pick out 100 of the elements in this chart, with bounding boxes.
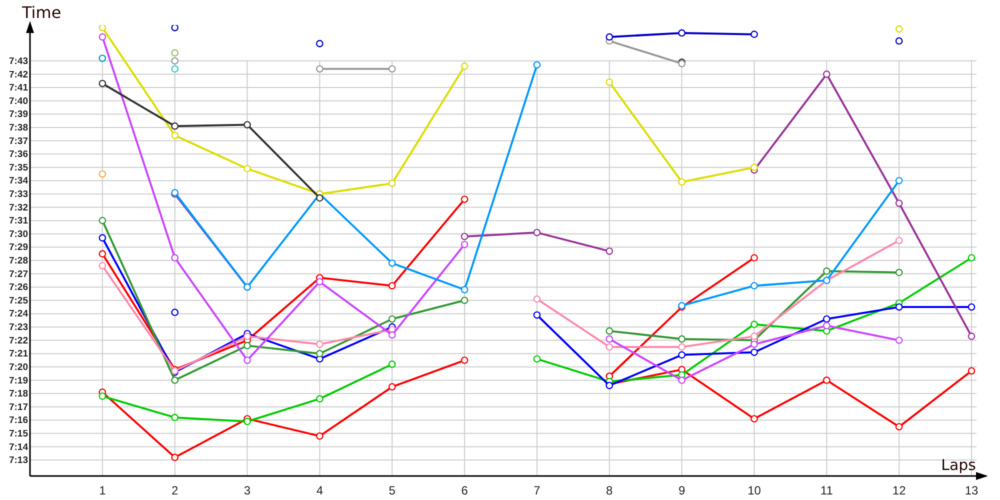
point (98, 262, 106, 270)
point (98, 234, 106, 242)
point (98, 250, 106, 258)
point (460, 356, 468, 364)
point (606, 78, 614, 86)
y-tick-label: 7:16 (8, 415, 28, 426)
y-tick-label: 7:24 (8, 308, 29, 320)
x-tick-label: 1 (99, 484, 106, 498)
point (316, 395, 324, 403)
point (171, 376, 179, 384)
x-tick-label: 11 (820, 484, 834, 498)
point (388, 360, 396, 368)
point (98, 170, 106, 178)
point (895, 268, 903, 276)
point (750, 30, 758, 38)
x-tick-label: 8 (606, 484, 614, 498)
point (895, 236, 903, 244)
y-tick-label: 7:39 (8, 109, 28, 120)
point (171, 65, 179, 73)
y-tick-label: 7:19 (8, 375, 28, 386)
y-tick-label: 7:15 (8, 428, 29, 440)
y-tick-label: 7:41 (8, 82, 29, 94)
x-tick-label: 10 (748, 484, 762, 498)
point (316, 350, 324, 358)
point (750, 254, 758, 262)
y-tick-label: 7:28 (8, 256, 28, 267)
point (171, 49, 179, 57)
point (460, 240, 468, 248)
y-tick-label: 7:18 (8, 388, 28, 400)
point (968, 332, 976, 340)
x-axis-title: Laps (941, 456, 976, 474)
point (822, 315, 830, 323)
point (171, 57, 179, 65)
point (606, 327, 614, 335)
point (750, 415, 758, 422)
y-tick-label: 7:14 (8, 442, 29, 453)
y-tick-label: 7:27 (8, 268, 28, 280)
point (895, 25, 903, 33)
point (895, 303, 903, 311)
point (460, 232, 468, 240)
point (388, 315, 396, 323)
point (244, 356, 251, 364)
point (750, 332, 758, 340)
point (968, 367, 976, 375)
point (316, 278, 324, 286)
point (968, 303, 976, 311)
point (678, 335, 686, 343)
point (316, 340, 324, 348)
point (606, 335, 614, 343)
point (171, 122, 179, 130)
y-tick-label: 7:30 (8, 228, 28, 240)
y-tick-label: 7:42 (8, 69, 28, 80)
x-tick-label: 9 (678, 484, 686, 498)
point (750, 340, 758, 348)
x-tick-label: 5 (388, 484, 396, 498)
y-axis-title: Time (21, 3, 62, 22)
point (98, 216, 106, 224)
point (98, 392, 106, 400)
point (822, 70, 830, 78)
point (98, 25, 106, 32)
point (678, 29, 686, 37)
point (533, 311, 541, 319)
y-tick-label: 7:13 (8, 455, 28, 466)
x-tick-label: 7 (534, 484, 541, 498)
point (388, 282, 396, 290)
point (244, 418, 251, 426)
point (171, 454, 179, 462)
point (171, 25, 179, 32)
y-tick-label: 7:40 (8, 96, 28, 107)
point (460, 296, 468, 304)
point (750, 320, 758, 328)
x-tick-label: 3 (244, 484, 251, 498)
x-tick-label: 4 (316, 484, 324, 498)
point (316, 194, 324, 202)
y-tick-label: 7:38 (8, 122, 28, 134)
y-tick-label: 7:25 (8, 295, 29, 306)
point (244, 165, 251, 172)
point (822, 267, 830, 275)
y-tick-label: 7:37 (8, 136, 28, 147)
point (606, 33, 614, 41)
point (388, 259, 396, 267)
y-tick-label: 7:17 (8, 402, 28, 413)
point (460, 196, 468, 203)
y-tick-label: 7:23 (8, 322, 28, 334)
point (606, 247, 614, 255)
point (316, 65, 324, 73)
point (98, 33, 106, 41)
y-tick-label: 7:43 (8, 56, 28, 67)
point (388, 331, 396, 339)
point (895, 176, 903, 184)
point (750, 164, 758, 172)
point (533, 295, 541, 303)
y-tick-label: 7:29 (8, 242, 28, 254)
point (98, 54, 106, 62)
point (678, 343, 686, 351)
point (388, 65, 396, 73)
point (822, 322, 830, 330)
point (98, 80, 106, 88)
y-tick-label: 7:34 (8, 176, 29, 187)
point (750, 348, 758, 356)
